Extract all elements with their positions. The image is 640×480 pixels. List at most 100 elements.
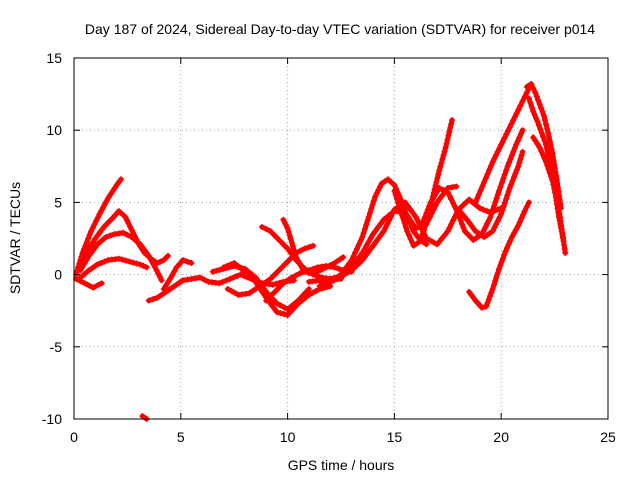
data-series (73, 80, 569, 422)
data-point-marker (475, 191, 482, 198)
data-point-marker (271, 297, 278, 304)
data-point-marker (89, 224, 96, 231)
data-point-marker (284, 225, 291, 232)
x-tick-label: 20 (493, 429, 509, 445)
data-point-marker (498, 141, 505, 148)
data-point-marker (380, 216, 387, 223)
data-point-marker (543, 121, 550, 128)
data-point-marker (93, 217, 100, 224)
data-point-marker (354, 245, 361, 252)
data-point-marker (287, 236, 294, 243)
data-point-marker (295, 300, 302, 307)
data-point-marker (341, 271, 348, 278)
data-point-marker (378, 231, 385, 238)
data-point-marker (238, 265, 245, 272)
data-point-marker (316, 283, 323, 290)
data-point-marker (127, 223, 134, 230)
data-point-marker (448, 221, 455, 228)
data-point-marker (481, 179, 488, 186)
data-point-marker (440, 187, 447, 194)
data-point-marker (515, 222, 522, 229)
data-point-marker (364, 249, 371, 256)
data-point-marker (223, 277, 230, 284)
data-point-marker (147, 256, 154, 263)
data-point-marker (361, 246, 368, 253)
data-point-marker (444, 136, 451, 143)
data-point-marker (404, 203, 411, 210)
data-point-marker (426, 203, 433, 210)
data-point-marker (367, 246, 374, 253)
data-point-marker (407, 235, 414, 242)
data-point-marker (446, 224, 453, 231)
data-point-marker (439, 156, 446, 163)
data-point-marker (360, 230, 367, 237)
data-point-marker (365, 238, 372, 245)
data-point-marker (537, 126, 544, 133)
data-point-marker (355, 241, 362, 248)
data-point-marker (402, 199, 409, 206)
data-point-marker (327, 275, 334, 282)
data-point-marker (83, 256, 90, 263)
data-point-marker (517, 156, 524, 163)
data-point-marker (293, 254, 300, 261)
series-arc-21 (472, 80, 535, 206)
data-point-marker (448, 121, 455, 128)
data-point-marker (179, 277, 186, 284)
data-point-marker (103, 221, 110, 228)
data-point-marker (115, 208, 122, 215)
data-point-marker (107, 191, 114, 198)
data-point-marker (101, 258, 108, 265)
data-point-marker (345, 269, 352, 276)
data-point-marker (323, 280, 330, 287)
data-point-marker (107, 232, 114, 239)
data-point-marker (494, 269, 501, 276)
axis-ticks: 0 5 10 15 20 25 -10 -5 0 5 10 15 (42, 50, 616, 445)
data-point-marker (231, 289, 238, 296)
data-point-marker (276, 267, 283, 274)
data-point-marker (389, 210, 396, 217)
data-point-marker (500, 175, 507, 182)
data-point-marker (133, 260, 140, 267)
data-point-marker (348, 257, 355, 264)
data-point-marker (536, 101, 543, 108)
data-point-marker (376, 183, 383, 190)
data-point-marker (310, 242, 317, 249)
data-point-marker (487, 292, 494, 299)
data-point-marker (103, 234, 110, 241)
data-point-marker (327, 263, 334, 270)
x-tick-label: 0 (70, 429, 78, 445)
data-point-marker (367, 209, 374, 216)
data-point-marker (412, 213, 419, 220)
data-point-marker (98, 280, 105, 287)
data-point-marker (364, 217, 371, 224)
data-point-marker (291, 247, 298, 254)
data-point-marker (297, 270, 304, 277)
data-point-marker (525, 95, 532, 102)
data-point-marker (436, 184, 443, 191)
data-point-marker (407, 206, 414, 213)
data-point-marker (266, 294, 273, 301)
series-arc-22 (466, 199, 532, 311)
data-point-marker (157, 258, 164, 265)
data-point-marker (519, 127, 526, 134)
data-point-marker (451, 203, 458, 210)
data-point-marker (375, 187, 382, 194)
data-point-marker (256, 283, 263, 290)
data-point-marker (438, 159, 445, 166)
data-point-marker (506, 159, 513, 166)
data-point-marker (143, 264, 150, 271)
data-point-marker (263, 297, 270, 304)
data-point-marker (158, 277, 165, 284)
data-point-marker (88, 228, 95, 235)
data-point-marker (405, 231, 412, 238)
data-point-marker (458, 209, 465, 216)
data-point-marker (109, 215, 116, 222)
data-point-marker (90, 284, 97, 291)
data-point-marker (552, 190, 559, 197)
data-point-marker (518, 215, 525, 222)
data-point-marker (305, 286, 312, 293)
data-point-marker (310, 265, 317, 272)
y-tick-label: 15 (46, 50, 62, 66)
data-point-marker (278, 239, 285, 246)
data-point-marker (480, 227, 487, 234)
